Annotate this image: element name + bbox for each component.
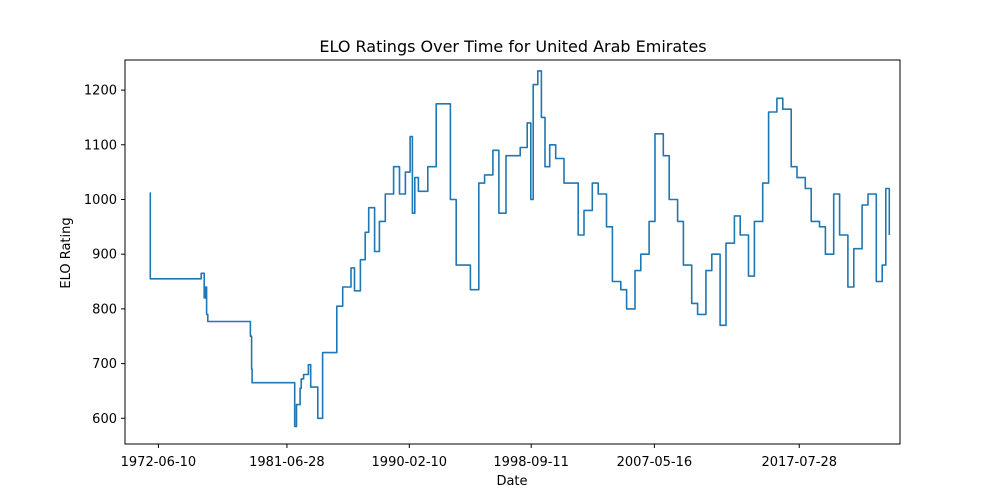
y-tick-label: 1100 (84, 138, 117, 153)
y-tick-label: 1000 (84, 193, 117, 208)
y-tick-label: 1200 (84, 84, 117, 99)
x-axis: 1972-06-10 1981-06-28 1990-02-10 1998-09-11… (121, 444, 837, 470)
x-tick-label: 1972-06-10 (121, 455, 197, 470)
y-tick-label: 800 (92, 302, 117, 317)
y-axis: 600 700 800 900 1000 1100 1200 (84, 84, 125, 427)
x-tick-label: 1998-09-11 (493, 455, 569, 470)
y-tick-label: 900 (92, 248, 117, 263)
y-tick-label: 700 (92, 357, 117, 372)
x-tick-label: 1981-06-28 (249, 455, 325, 470)
x-axis-label: Date (496, 474, 527, 489)
x-tick-label: 2017-07-28 (761, 455, 837, 470)
x-tick-label: 2007-05-16 (617, 455, 693, 470)
y-tick-label: 600 (92, 412, 117, 427)
x-tick-label: 1990-02-10 (372, 455, 448, 470)
elo-series-line (149, 70, 891, 428)
chart-title: ELO Ratings Over Time for United Arab Em… (319, 37, 706, 56)
plot-area (124, 59, 901, 445)
y-axis-label: ELO Rating (59, 217, 74, 288)
